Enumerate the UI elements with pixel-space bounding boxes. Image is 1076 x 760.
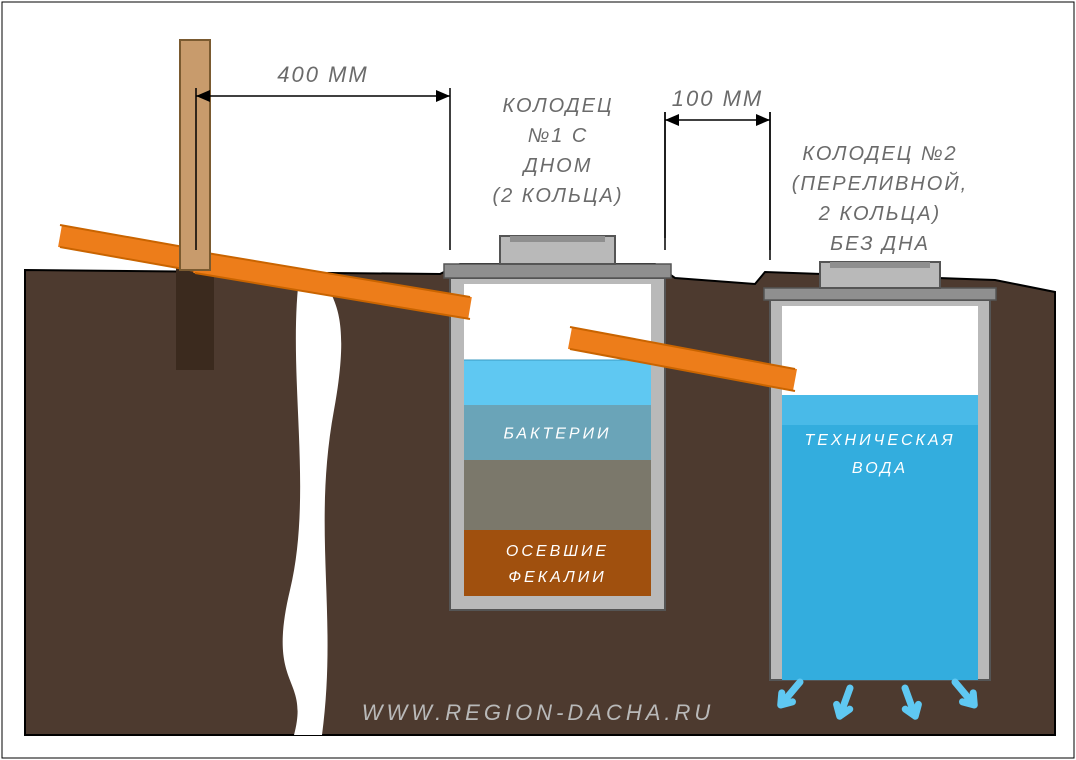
- well-1: БАКТЕРИИ ОСЕВШИЕ ФЕКАЛИИ: [444, 236, 671, 610]
- house-wall-foundation: [176, 264, 214, 370]
- well1-layer-feces: [464, 530, 651, 596]
- well2-title-line: 2 КОЛЬЦА): [818, 203, 941, 225]
- well2-title-line: КОЛОДЕЦ №2: [802, 143, 957, 165]
- well1-title-line: №1 С: [528, 125, 589, 147]
- dimension-label: 400 ММ: [277, 62, 368, 87]
- well2-title-line: БЕЗ ДНА: [830, 233, 930, 255]
- well1-title-line: КОЛОДЕЦ: [502, 95, 613, 117]
- watermark: WWW.REGION-DACHA.RU: [362, 700, 715, 725]
- diagram-svg: БАКТЕРИИ ОСЕВШИЕ ФЕКАЛИИ ТЕХНИЧЕСКАЯ ВОДА 400…: [0, 0, 1076, 760]
- septic-diagram: БАКТЕРИИ ОСЕВШИЕ ФЕКАЛИИ ТЕХНИЧЕСКАЯ ВОДА 400…: [0, 0, 1076, 760]
- svg-text:БАКТЕРИИ: БАКТЕРИИ: [504, 426, 612, 443]
- well1-title-line: ДНОМ: [522, 155, 593, 177]
- well1-title-line: (2 КОЛЬЦА): [492, 185, 623, 207]
- well1-water: [464, 360, 651, 405]
- well-2: ТЕХНИЧЕСКАЯ ВОДА: [764, 262, 996, 680]
- svg-text:ФЕКАЛИИ: ФЕКАЛИИ: [508, 569, 606, 586]
- svg-text:ОСЕВШИЕ: ОСЕВШИЕ: [506, 543, 609, 560]
- svg-text:ТЕХНИЧЕСКАЯ: ТЕХНИЧЕСКАЯ: [804, 432, 955, 449]
- dimension-label: 100 ММ: [672, 86, 763, 111]
- well1-layer-mud: [464, 460, 651, 530]
- svg-text:ВОДА: ВОДА: [852, 460, 908, 477]
- well2-title-line: (ПЕРЕЛИВНОЙ,: [792, 172, 968, 195]
